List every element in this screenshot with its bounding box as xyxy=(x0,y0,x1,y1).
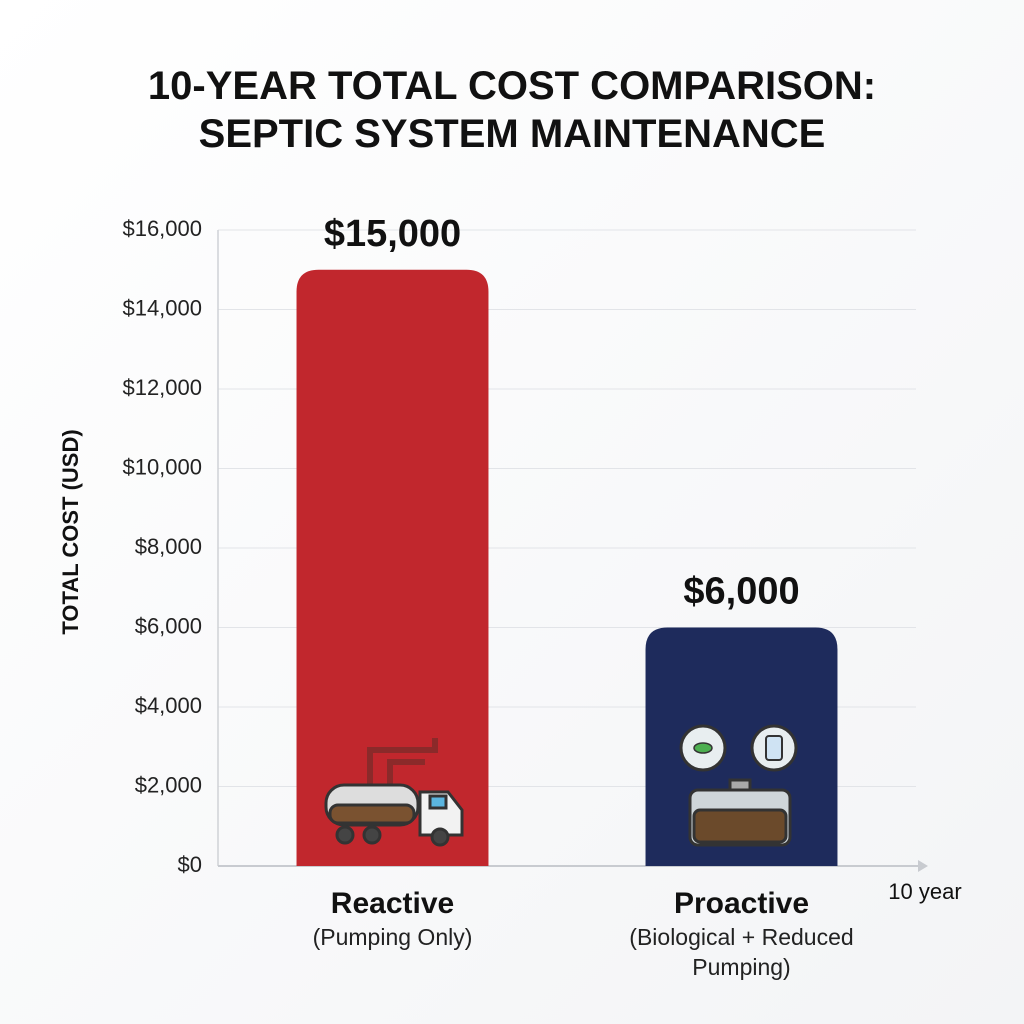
y-tick-label: $2,000 xyxy=(135,772,202,797)
y-tick-label: $10,000 xyxy=(122,454,202,479)
x-tick-note: (Pumping Only) xyxy=(312,924,473,950)
value-label: $6,000 xyxy=(683,571,799,613)
x-tick-label: Proactive xyxy=(673,887,810,920)
x-axis-arrow xyxy=(918,860,928,872)
x-tick-note: (Biological + Reduced Pumping) xyxy=(629,924,854,980)
y-tick-label: $8,000 xyxy=(135,534,202,559)
truck-icon xyxy=(324,738,464,847)
y-tick-label: $16,000 xyxy=(122,216,202,241)
y-tick-label: $0 xyxy=(178,852,202,877)
x-tick-label: Reactive xyxy=(330,887,455,920)
value-label: $15,000 xyxy=(324,213,461,255)
bar xyxy=(296,269,489,866)
y-tick-label: $4,000 xyxy=(135,693,202,718)
y-axis-label: TOTAL COST (USD) xyxy=(58,429,83,634)
y-tick-label: $14,000 xyxy=(122,295,202,320)
x-axis-label: 10 year xyxy=(888,879,961,904)
y-tick-label: $12,000 xyxy=(122,375,202,400)
chart-title: 10-YEAR TOTAL COST COMPARISON: SEPTIC SY… xyxy=(147,64,877,156)
y-tick-label: $6,000 xyxy=(135,613,202,638)
tank-icon xyxy=(679,724,798,847)
